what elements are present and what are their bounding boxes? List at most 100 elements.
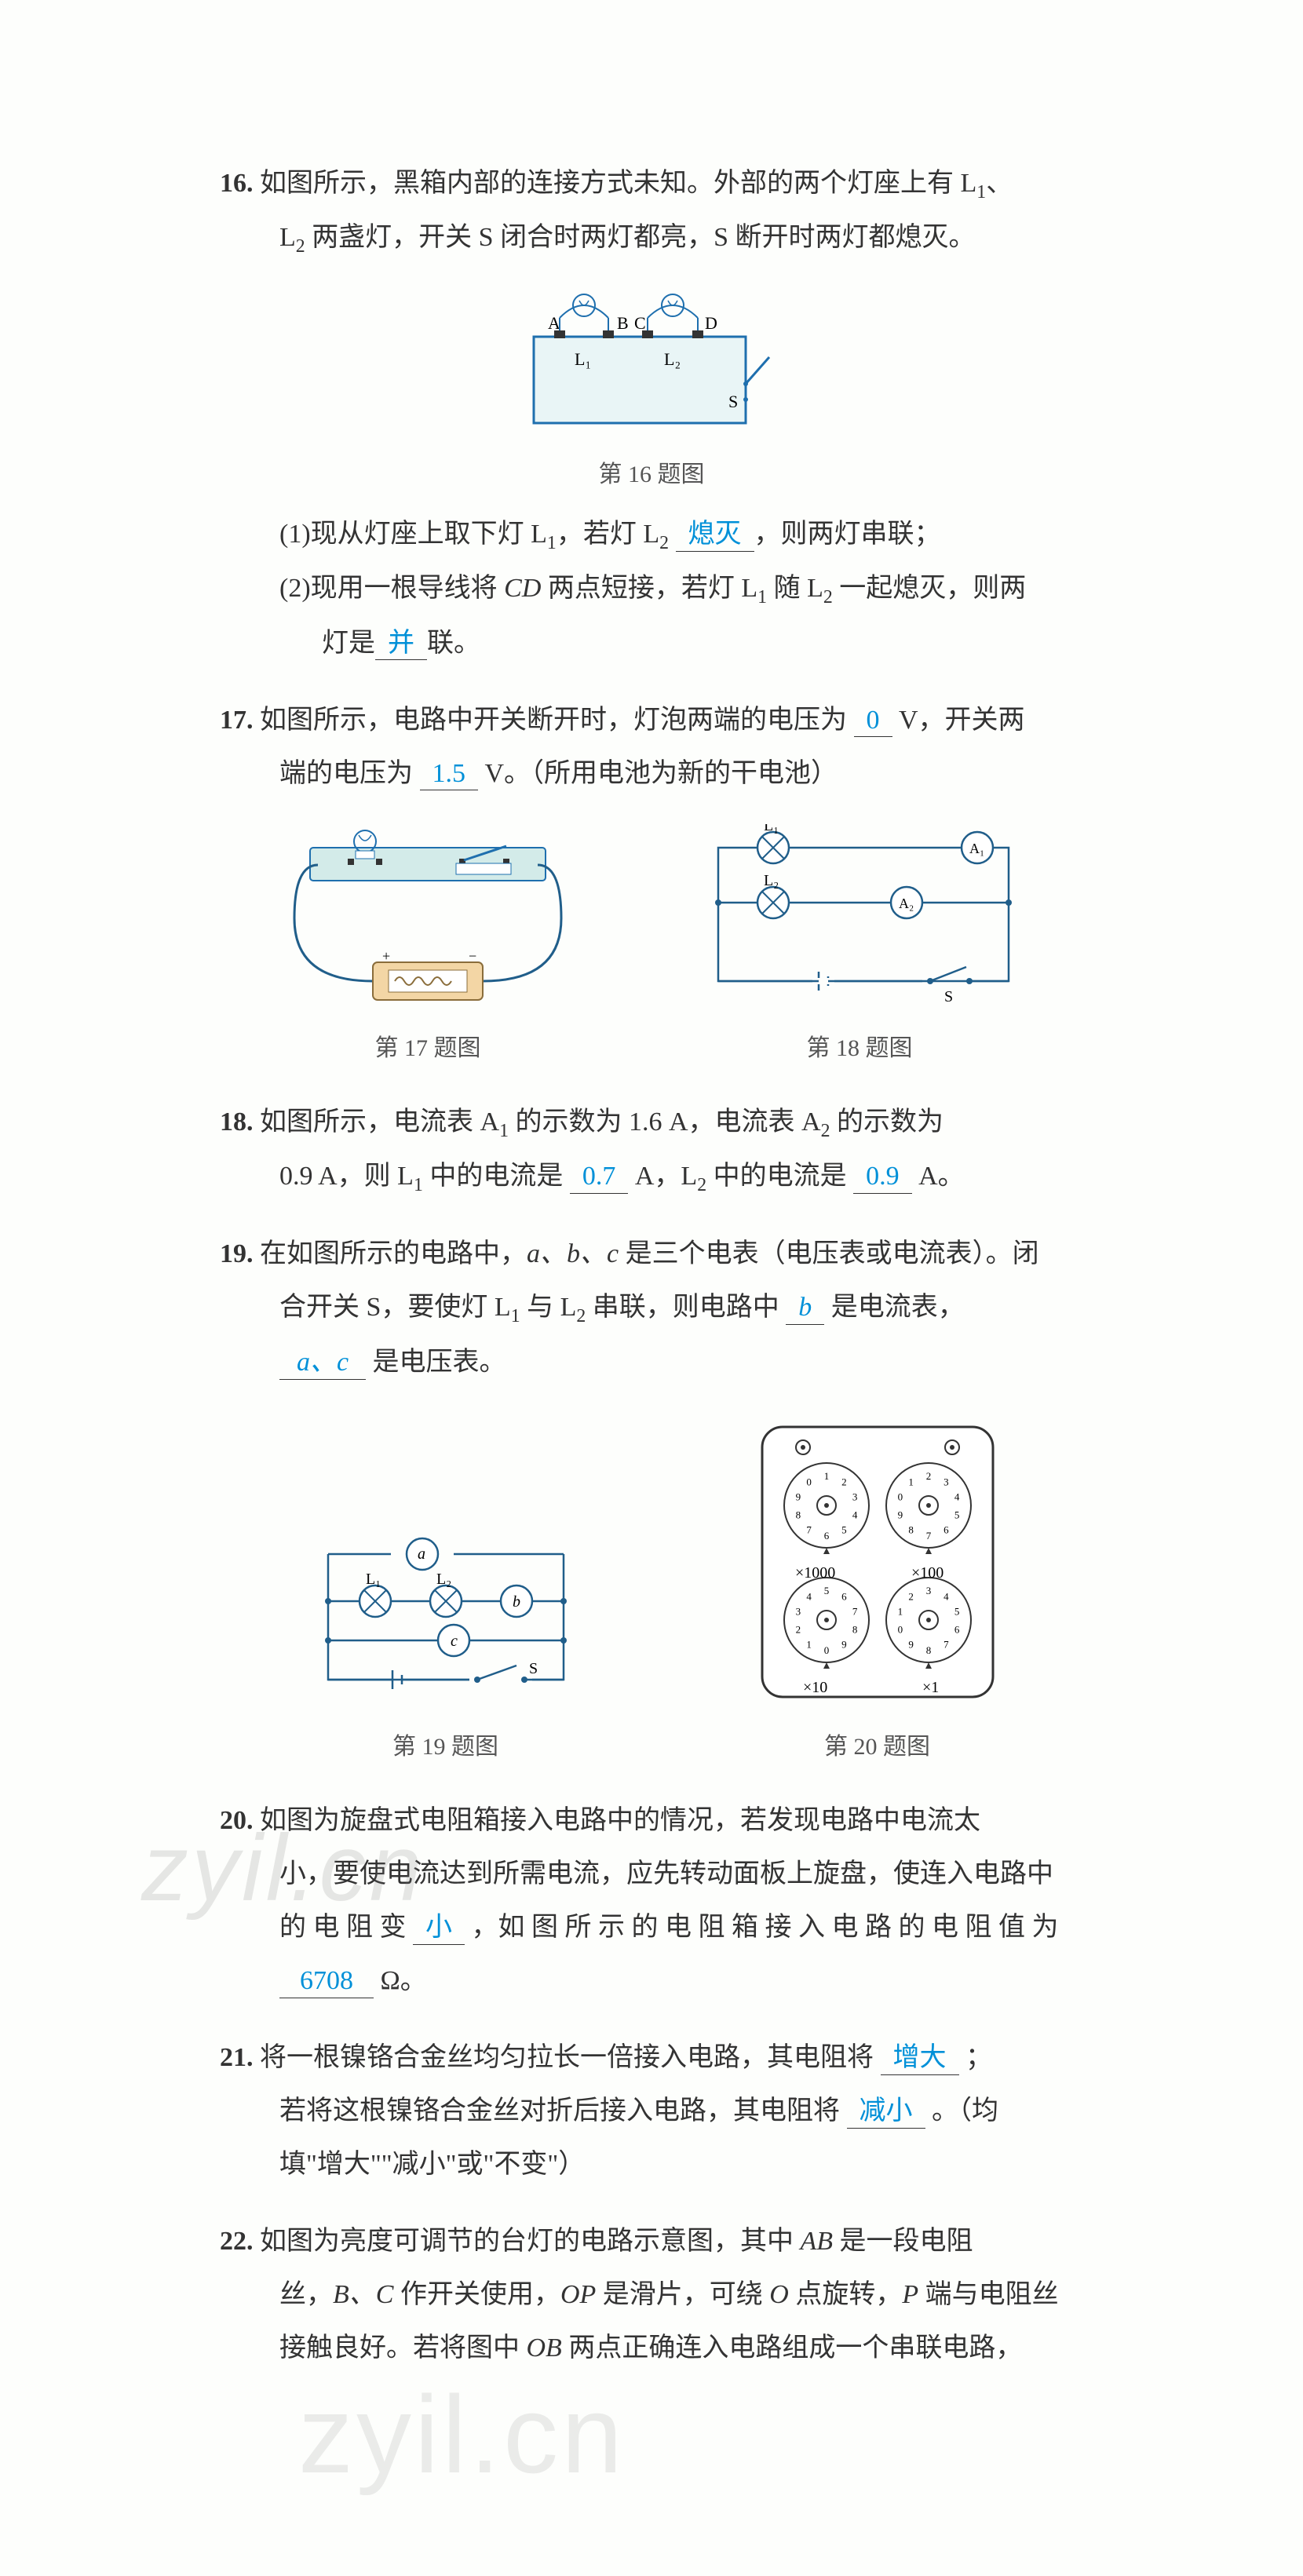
- q18-l1a: 如图所示，电流表 A: [260, 1107, 499, 1137]
- q19-figure: a L₁ L₂ b c: [297, 1507, 595, 1771]
- q22-l1a: 如图为亮度可调节的台灯的电路示意图，其中: [260, 2227, 801, 2256]
- q20-blank1: 小: [413, 1912, 465, 1945]
- svg-text:4: 4: [943, 1590, 949, 1602]
- q20-line3: 的 电 阻 变 小 ，如 图 所 示 的 电 阻 箱 接 入 电 路 的 电 阻…: [220, 1901, 1083, 1954]
- svg-text:6: 6: [823, 1530, 829, 1542]
- q20-l3a: 的 电 阻 变: [279, 1913, 407, 1942]
- svg-text:+: +: [382, 948, 390, 964]
- q22-l1b: 是一段电阻: [833, 2227, 973, 2256]
- q19-number: 19.: [220, 1239, 254, 1268]
- q19-l2d: 是电流表，: [831, 1293, 965, 1322]
- q18-l2b: 中的电流是: [423, 1162, 564, 1191]
- svg-text:1: 1: [908, 1476, 914, 1487]
- q18-l2e: A。: [918, 1162, 965, 1191]
- q16-s1b: ，若灯 L: [557, 520, 659, 549]
- q19-20-figure-row: a L₁ L₂ b c: [220, 1413, 1083, 1771]
- svg-text:2: 2: [925, 1470, 931, 1482]
- q22-l2a: 丝，: [279, 2280, 333, 2309]
- q20-number: 20.: [220, 1806, 254, 1835]
- svg-text:c: c: [451, 1633, 458, 1650]
- q17-line2: 端的电压为 1.5 V。（所用电池为新的干电池）: [220, 747, 1083, 801]
- svg-text:−: −: [469, 948, 476, 964]
- q19-blank2: a、c: [279, 1347, 366, 1380]
- q19-l2s2: 2: [576, 1306, 586, 1326]
- svg-text:0: 0: [823, 1644, 829, 1656]
- svg-text:S: S: [529, 1660, 538, 1677]
- q19-line2: 合开关 S，要使灯 L1 与 L2 串联，则电路中 b 是电流表，: [220, 1281, 1083, 1335]
- svg-text:6: 6: [954, 1623, 959, 1635]
- q20-line4: 6708 Ω。: [220, 1954, 1083, 2008]
- q17-circuit-svg: + −: [271, 824, 585, 1013]
- q18-caption: 第 18 题图: [807, 1025, 913, 1072]
- svg-text:8: 8: [852, 1623, 857, 1635]
- svg-text:L₁: L₁: [575, 349, 591, 369]
- q16-sub2: (2)现用一根导线将 CD 两点短接，若灯 L1 随 L2 一起熄灭，则两: [220, 562, 1083, 616]
- svg-text:×100: ×100: [911, 1564, 943, 1582]
- svg-text:5: 5: [823, 1585, 829, 1596]
- svg-text:5: 5: [954, 1605, 959, 1617]
- q18-l2c: A，L: [635, 1162, 697, 1191]
- q19-l2s1: 1: [511, 1306, 520, 1326]
- q16-s2c: 随 L: [767, 574, 823, 603]
- q22-l2p: P: [902, 2280, 918, 2309]
- svg-text:6: 6: [943, 1523, 949, 1535]
- svg-text:C: C: [634, 313, 646, 333]
- q16-s2s1: 1: [757, 587, 767, 608]
- q16-text: 如图所示，黑箱内部的连接方式未知。外部的两个灯座上有 L: [260, 169, 976, 198]
- q20-l2a: 小，要使电流达到所需电流，应先转动面板上旋盘，使连入电路中: [279, 1859, 1053, 1888]
- q20-resistor-box-svg: 0123456789012345678901234567890123456789…: [748, 1413, 1007, 1711]
- svg-text:7: 7: [943, 1638, 949, 1650]
- q21-blank1: 增大: [881, 2042, 959, 2075]
- q19-l2a: 合开关 S，要使灯 L: [279, 1293, 511, 1322]
- question-22: 22. 如图为亮度可调节的台灯的电路示意图，其中 AB 是一段电阻 丝，B、C …: [220, 2215, 1083, 2375]
- svg-text:L₁: L₁: [366, 1571, 381, 1588]
- q19-line3: a、c 是电压表。: [220, 1336, 1083, 1389]
- svg-text:3: 3: [852, 1491, 857, 1502]
- svg-text:5: 5: [954, 1509, 959, 1520]
- q16-sub2-line2: 灯是并联。: [220, 617, 1083, 670]
- svg-text:7: 7: [806, 1523, 812, 1535]
- q17-blank2: 1.5: [420, 758, 479, 791]
- svg-text:2: 2: [795, 1623, 801, 1635]
- question-16: 16. 如图所示，黑箱内部的连接方式未知。外部的两个灯座上有 L1、 L2 两盏…: [220, 157, 1083, 670]
- q16-number: 16.: [220, 169, 254, 198]
- q18-blank1: 0.7: [570, 1161, 629, 1194]
- q16-s2l2a: 灯是: [322, 629, 375, 658]
- q19-blank1: b: [786, 1292, 824, 1325]
- q16-s2cd: CD: [504, 574, 541, 603]
- q22-l2bc: B、C: [333, 2280, 393, 2309]
- q19-l2b: 与 L: [520, 1293, 577, 1322]
- q18-l2d: 中的电流是: [706, 1162, 847, 1191]
- q17-l1a: 如图所示，电路中开关断开时，灯泡两端的电压为: [260, 706, 847, 735]
- svg-text:9: 9: [841, 1638, 847, 1650]
- q17-number: 17.: [220, 706, 254, 735]
- q17-blank1: 0: [854, 705, 892, 738]
- q22-l2c: 是滑片，可绕: [596, 2280, 769, 2309]
- q21-l1a: 将一根镍铬合金丝均匀拉长一倍接入电路，其电阻将: [260, 2043, 874, 2072]
- q21-line2: 若将这根镍铬合金丝对折后接入电路，其电阻将 减小 。（均: [220, 2085, 1083, 2138]
- q16-caption: 第 16 题图: [599, 451, 705, 498]
- svg-text:1: 1: [897, 1605, 903, 1617]
- q17-caption: 第 17 题图: [375, 1025, 481, 1072]
- svg-text:A₂: A₂: [899, 896, 914, 911]
- q21-l2a: 若将这根镍铬合金丝对折后接入电路，其电阻将: [279, 2096, 840, 2125]
- q18-blank2: 0.9: [853, 1161, 912, 1194]
- question-17: 17. 如图所示，电路中开关断开时，灯泡两端的电压为 0 V，开关两 端的电压为…: [220, 694, 1083, 1072]
- q21-l2b: 。（均: [932, 2096, 998, 2125]
- question-21: 21. 将一根镍铬合金丝均匀拉长一倍接入电路，其电阻将 增大 ； 若将这根镍铬合…: [220, 2031, 1083, 2191]
- svg-text:9: 9: [908, 1638, 914, 1650]
- q17-l2b: V。（所用电池为新的干电池）: [485, 759, 838, 788]
- q22-number: 22.: [220, 2227, 254, 2256]
- q16-s2d: 一起熄灭，则两: [833, 574, 1027, 603]
- svg-text:L₁: L₁: [764, 824, 779, 834]
- q20-l4a: Ω。: [381, 1966, 427, 1995]
- q18-l2a: 0.9 A，则 L: [279, 1162, 414, 1191]
- q19-l1a: 在如图所示的电路中，: [260, 1239, 527, 1268]
- question-20: 20. 如图为旋盘式电阻箱接入电路中的情况，若发现电路中电流太 小，要使电流达到…: [220, 1794, 1083, 2008]
- svg-text:4: 4: [852, 1509, 857, 1520]
- q21-number: 21.: [220, 2043, 254, 2072]
- q21-l1b: ；: [965, 2043, 992, 2072]
- q19-caption: 第 19 题图: [392, 1724, 498, 1771]
- svg-text:9: 9: [795, 1491, 801, 1502]
- q19-circuit-svg: a L₁ L₂ b c: [297, 1507, 595, 1711]
